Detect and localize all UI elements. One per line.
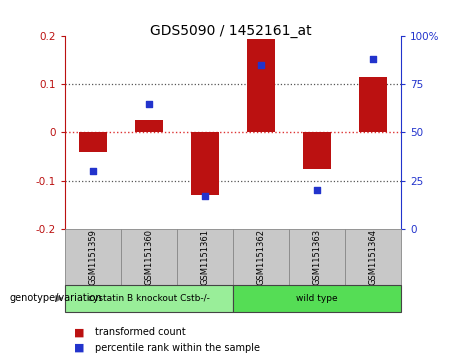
Bar (303, 132, 331, 168)
Point (257, 62, 265, 68)
Bar (345, 229, 401, 285)
Bar (233, 229, 289, 285)
Text: GSM1151362: GSM1151362 (256, 229, 266, 285)
Text: GDS5090 / 1452161_at: GDS5090 / 1452161_at (150, 24, 311, 38)
Text: percentile rank within the sample: percentile rank within the sample (95, 343, 260, 353)
Bar (289, 229, 345, 285)
Point (145, 101, 152, 107)
Text: GSM1151363: GSM1151363 (313, 229, 321, 285)
Bar (359, 77, 387, 132)
Bar (65, 229, 121, 285)
Text: genotype/variation: genotype/variation (9, 293, 102, 303)
Point (201, 193, 208, 199)
Bar (233, 285, 401, 312)
Text: GSM1151361: GSM1151361 (200, 229, 209, 285)
Bar (121, 229, 177, 285)
Bar (191, 132, 219, 195)
Text: GSM1151360: GSM1151360 (144, 229, 153, 285)
Bar (177, 229, 233, 285)
Bar (65, 285, 233, 312)
Text: GSM1151364: GSM1151364 (368, 229, 378, 285)
Point (369, 57, 377, 62)
Bar (135, 121, 163, 132)
Point (313, 187, 321, 193)
Text: GSM1151359: GSM1151359 (88, 229, 97, 285)
Text: cystatin B knockout Cstb-/-: cystatin B knockout Cstb-/- (88, 294, 210, 303)
Text: wild type: wild type (296, 294, 338, 303)
Bar (247, 39, 275, 132)
Bar (78, 132, 106, 152)
Point (89, 168, 96, 174)
Text: ■: ■ (74, 343, 84, 353)
Text: ■: ■ (74, 327, 84, 337)
Text: transformed count: transformed count (95, 327, 185, 337)
